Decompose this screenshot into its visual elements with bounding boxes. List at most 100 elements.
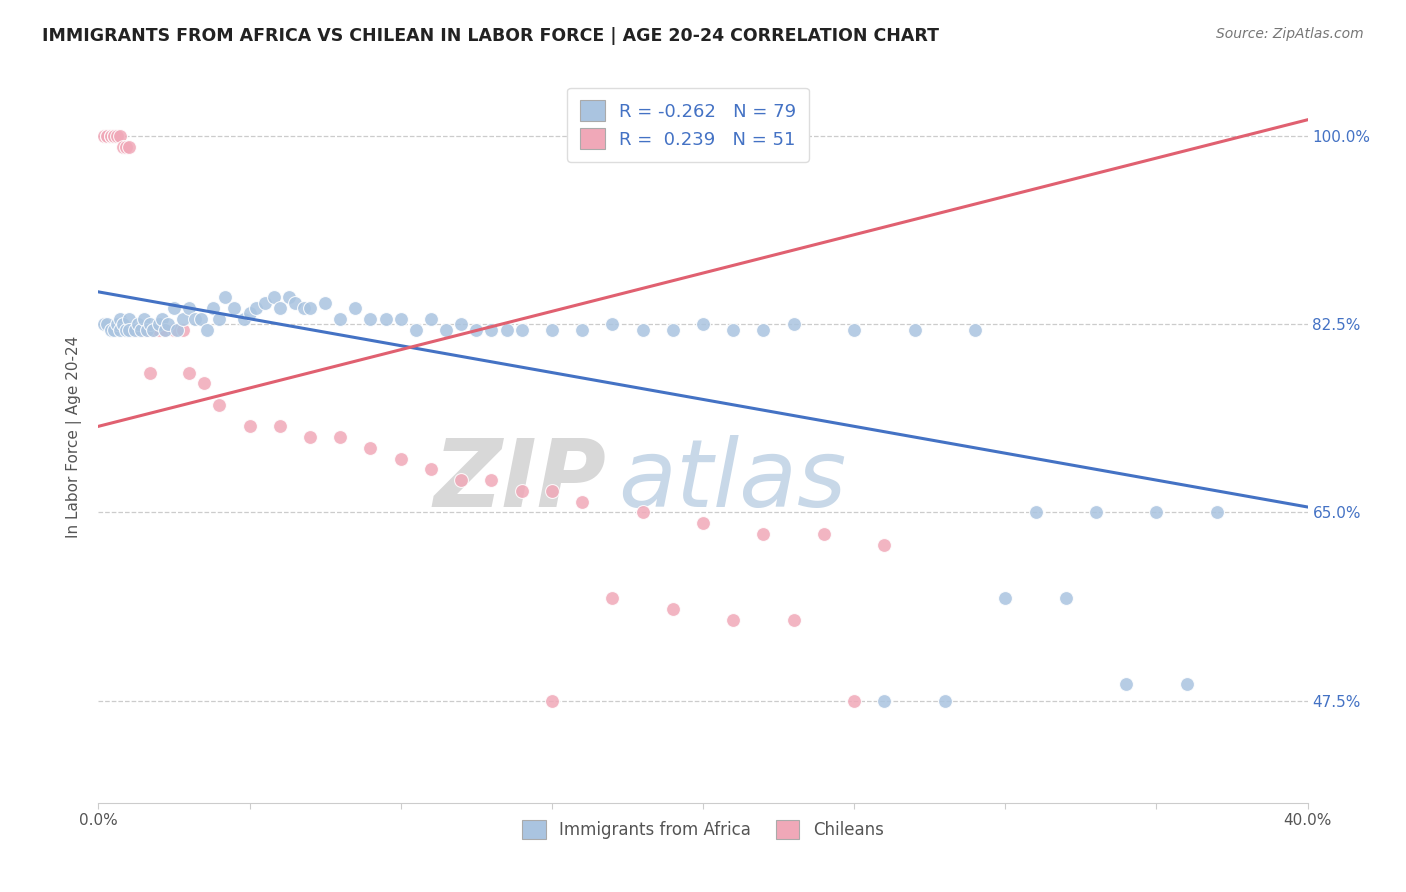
Point [114, 322, 136, 336]
Point [465, 322, 488, 336]
Point [873, 693, 896, 707]
Point [163, 322, 186, 336]
Point [105, 317, 128, 331]
Point [142, 322, 165, 336]
Point [481, 473, 503, 487]
Point [153, 322, 176, 336]
Point [420, 311, 443, 326]
Point [752, 527, 775, 541]
Point [93, 128, 115, 143]
Point [934, 693, 956, 707]
Point [389, 311, 412, 326]
Point [208, 311, 231, 326]
Point [96, 317, 118, 331]
Point [329, 430, 352, 444]
Text: IMMIGRANTS FROM AFRICA VS CHILEAN IN LABOR FORCE | AGE 20-24 CORRELATION CHART: IMMIGRANTS FROM AFRICA VS CHILEAN IN LAB… [42, 27, 939, 45]
Point [118, 322, 141, 336]
Point [139, 366, 162, 380]
Point [103, 128, 125, 143]
Point [360, 441, 382, 455]
Point [105, 128, 128, 143]
Point [783, 317, 806, 331]
Point [253, 295, 276, 310]
Point [571, 322, 593, 336]
Point [239, 419, 262, 434]
Point [450, 473, 472, 487]
Point [389, 451, 412, 466]
Point [1206, 505, 1229, 519]
Point [495, 322, 517, 336]
Point [232, 311, 254, 326]
Point [292, 301, 315, 315]
Legend: Immigrants from Africa, Chileans: Immigrants from Africa, Chileans [516, 814, 890, 846]
Point [405, 322, 427, 336]
Point [813, 527, 835, 541]
Point [163, 301, 186, 315]
Point [299, 301, 322, 315]
Text: ZIP: ZIP [433, 435, 606, 527]
Point [245, 301, 267, 315]
Point [103, 128, 125, 143]
Point [114, 139, 136, 153]
Point [510, 483, 533, 498]
Point [374, 311, 396, 326]
Point [631, 505, 654, 519]
Point [344, 301, 367, 315]
Point [172, 322, 194, 336]
Point [1115, 677, 1137, 691]
Point [661, 322, 683, 336]
Point [132, 322, 155, 336]
Point [103, 322, 125, 336]
Point [314, 295, 336, 310]
Point [179, 366, 201, 380]
Point [135, 322, 157, 336]
Point [150, 311, 173, 326]
Point [692, 516, 714, 530]
Point [481, 322, 503, 336]
Point [139, 317, 162, 331]
Point [214, 290, 236, 304]
Point [631, 322, 654, 336]
Point [299, 430, 322, 444]
Point [602, 317, 624, 331]
Point [156, 317, 179, 331]
Point [100, 128, 122, 143]
Point [571, 494, 593, 508]
Point [208, 398, 231, 412]
Point [540, 322, 562, 336]
Point [263, 290, 285, 304]
Point [1085, 505, 1108, 519]
Point [118, 322, 141, 336]
Point [420, 462, 443, 476]
Point [166, 322, 188, 336]
Point [284, 295, 307, 310]
Y-axis label: In Labor Force | Age 20-24: In Labor Force | Age 20-24 [66, 336, 83, 538]
Point [723, 322, 745, 336]
Point [540, 483, 562, 498]
Point [692, 317, 714, 331]
Point [100, 322, 122, 336]
Point [269, 419, 291, 434]
Point [239, 306, 262, 320]
Point [129, 322, 152, 336]
Point [172, 311, 194, 326]
Point [127, 317, 149, 331]
Point [129, 322, 152, 336]
Point [202, 301, 225, 315]
Point [844, 693, 866, 707]
Point [329, 311, 352, 326]
Point [118, 311, 141, 326]
Point [873, 538, 896, 552]
Point [783, 613, 806, 627]
Point [994, 591, 1017, 606]
Point [142, 322, 165, 336]
Point [904, 322, 927, 336]
Point [100, 128, 122, 143]
Point [844, 322, 866, 336]
Point [540, 693, 562, 707]
Point [1175, 677, 1198, 691]
Text: atlas: atlas [619, 435, 846, 526]
Point [195, 322, 218, 336]
Point [153, 322, 176, 336]
Point [450, 317, 472, 331]
